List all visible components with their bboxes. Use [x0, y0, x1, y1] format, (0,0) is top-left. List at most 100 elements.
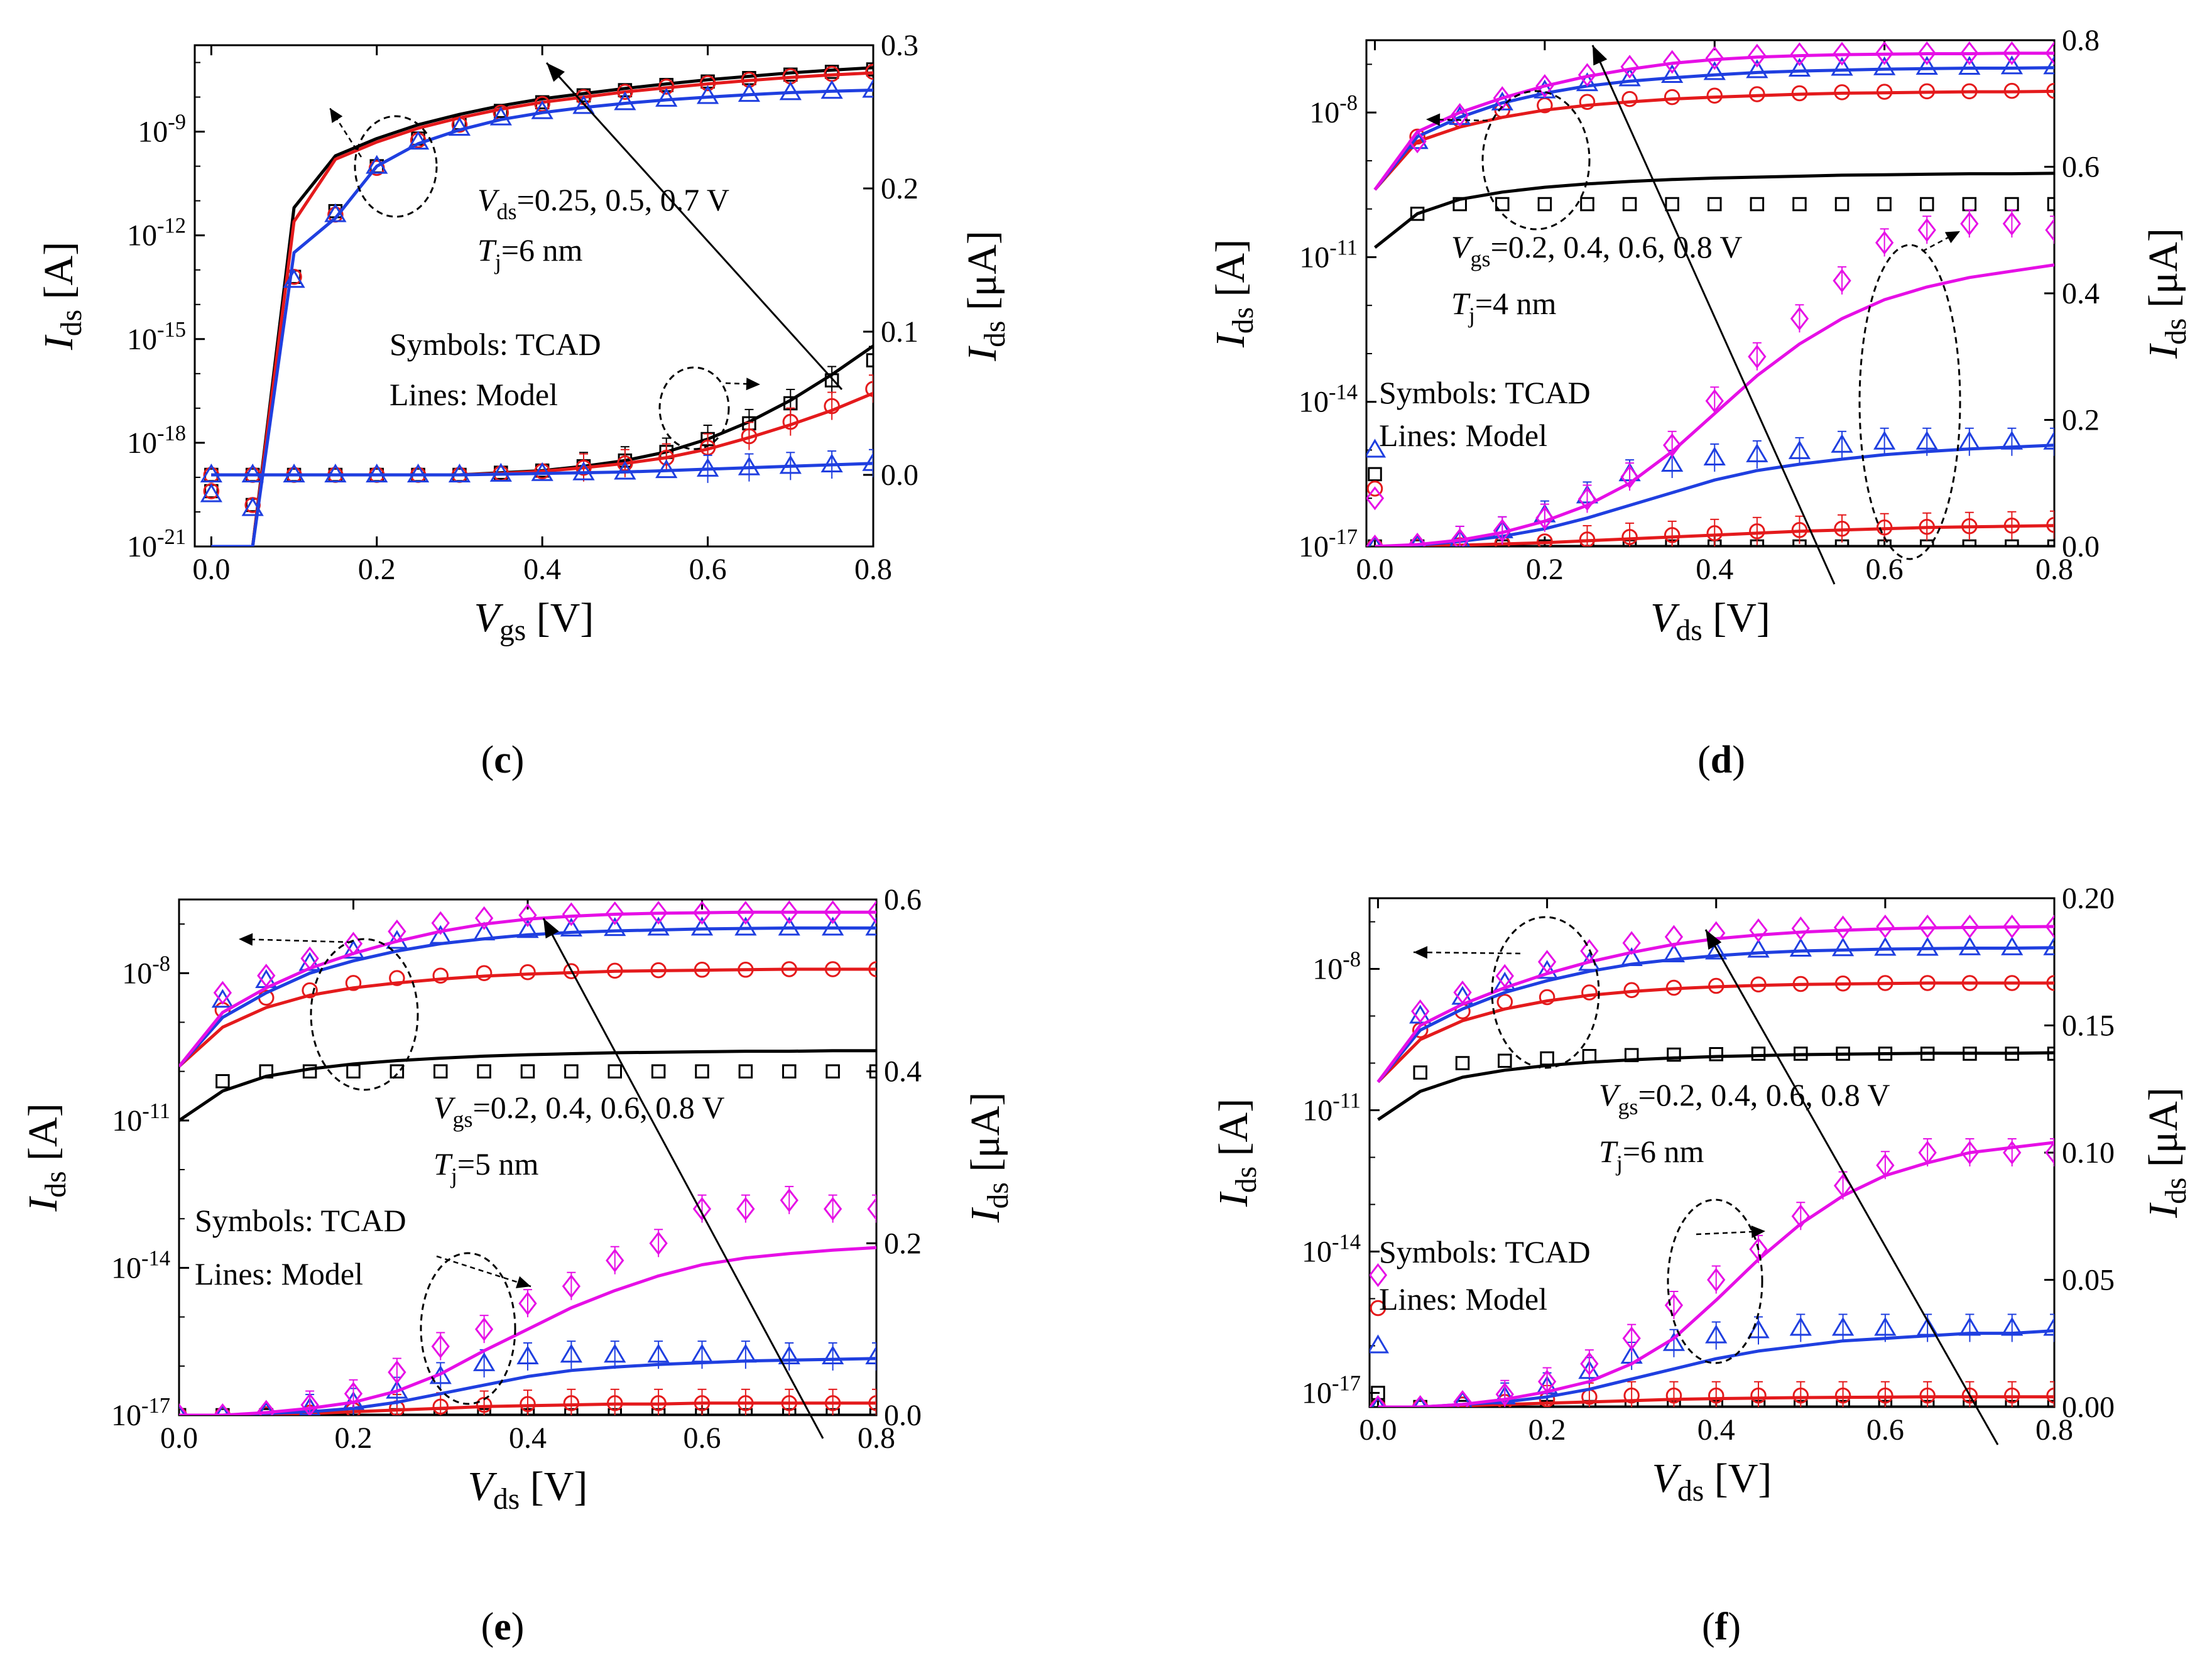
tcad-marker-linear: [1877, 1388, 1893, 1404]
tcad-marker-linear: [1874, 1317, 1897, 1336]
trend-arrow-line: [1591, 45, 1836, 585]
tcad-marker-linear: [572, 461, 595, 481]
tcad-marker-log: [1963, 1046, 1977, 1061]
tcad-marker-log: [302, 1064, 317, 1079]
y-left-tick-label: 10-17: [1302, 1372, 1361, 1410]
tcad-marker-log: [2045, 915, 2054, 938]
tcad-marker-log: [2001, 936, 2024, 955]
tcad-marker-linear: [283, 464, 305, 482]
tcad-marker-log: [518, 903, 537, 927]
tcad-marker-linear: [431, 1334, 450, 1359]
tcad-marker-linear: [1749, 523, 1765, 540]
y-left-tick-label: 10-21: [127, 525, 186, 563]
tcad-marker-linear: [824, 398, 840, 415]
tcad-marker-log: [1413, 1065, 1427, 1080]
x-tick-label: 0.2: [1528, 1413, 1566, 1447]
axis-indicator-arrow-head: [1944, 231, 1960, 244]
tcad-marker-linear: [1452, 1390, 1473, 1407]
tcad-marker-log: [1498, 1053, 1512, 1068]
tcad-marker-log: [1961, 83, 1978, 100]
x-tick-label: 0.8: [2035, 1413, 2073, 1447]
tcad-marker-log: [1408, 129, 1427, 154]
tcad-marker-linear: [741, 428, 758, 445]
tcad-marker-linear: [820, 454, 843, 473]
tcad-marker-log: [614, 91, 636, 111]
y-left-tick-label: 10-8: [122, 952, 170, 990]
tcad-marker-log: [1661, 64, 1684, 84]
tcad-marker-linear: [2043, 430, 2054, 450]
x-tick-label: 0.2: [335, 1421, 373, 1455]
tcad-marker-log: [696, 85, 719, 104]
tcad-marker-log: [1537, 950, 1557, 974]
tcad-marker-log: [1579, 94, 1596, 111]
x-tick-label: 0.2: [1526, 553, 1564, 586]
tcad-marker-linear: [824, 1395, 841, 1411]
tcad-marker-log: [520, 1064, 535, 1079]
model-line-linear-vgs-0-8-v: [179, 1246, 876, 1415]
tcad-marker-log: [1705, 46, 1724, 70]
tcad-marker-linear: [1875, 231, 1894, 255]
tcad-marker-log: [1958, 56, 1981, 75]
x-tick-label: 0.6: [1866, 553, 1904, 586]
y-left-tick-label: 10-11: [1302, 1089, 1361, 1127]
tcad-marker-linear: [516, 1345, 539, 1364]
tcad-marker-log: [1789, 938, 1812, 957]
tcad-marker-log: [1750, 976, 1767, 992]
y-left-axis-label: Ids [A]: [20, 1103, 72, 1212]
y-right-tick-label: 0.0: [884, 1399, 922, 1432]
tcad-marker-log: [241, 497, 264, 516]
tcad-marker-linear: [2005, 539, 2019, 546]
panel-label: (e): [481, 1606, 525, 1648]
trend-arrow-line: [545, 62, 843, 391]
tcad-marker-linear: [2046, 516, 2054, 533]
y-left-tick-label: 10-14: [111, 1246, 170, 1285]
tcad-marker-log: [564, 1064, 579, 1079]
tcad-marker-log: [1366, 486, 1385, 511]
tcad-marker-log: [2000, 55, 2024, 75]
tcad-marker-log: [572, 95, 595, 114]
tcad-marker-log: [1920, 1046, 1935, 1061]
tcad-marker-linear: [2046, 1388, 2054, 1404]
tcad-marker-linear: [476, 1396, 493, 1413]
tcad-marker-log: [2047, 197, 2054, 212]
tcad-marker-linear: [1703, 446, 1726, 465]
tcad-marker-log: [1790, 42, 1809, 67]
tcad-marker-linear: [1705, 389, 1724, 413]
tcad-marker-linear: [1495, 1382, 1514, 1406]
tcad-marker-log: [738, 962, 754, 978]
tcad-marker-log: [1749, 86, 1765, 102]
model-line-log-vgs-0-8-v: [1373, 52, 2054, 191]
panel-label: (c): [481, 739, 525, 781]
x-tick-label: 0.6: [684, 1421, 721, 1455]
tcad-marker-log: [782, 1064, 797, 1079]
tcad-marker-log: [302, 982, 318, 999]
tcad-marker-linear: [738, 456, 761, 475]
tcad-marker-log: [257, 964, 276, 988]
x-tick-label: 0.2: [358, 553, 396, 586]
tcad-marker-log: [1580, 939, 1599, 963]
tcad-marker-log: [1496, 994, 1513, 1010]
tcad-marker-log: [1664, 89, 1681, 106]
tcad-marker-log: [1624, 1048, 1639, 1062]
tcad-marker-log: [1874, 937, 1897, 956]
tcad-marker-log: [1833, 915, 1853, 940]
tcad-marker-log: [778, 916, 800, 936]
tcad-marker-log: [824, 961, 841, 977]
panel-d: 0.0 0.2 0.4 0.6 0.8 10-17 10-14 10-11 10-8 0.0 0.2…: [1207, 24, 2193, 781]
y-right-axis-label: Ids [μA]: [962, 1092, 1015, 1224]
tcad-marker-log: [1833, 41, 1851, 66]
tcad-marker-linear: [781, 1395, 797, 1411]
tcad-marker-log: [607, 962, 623, 979]
tcad-marker-log: [1667, 1047, 1681, 1062]
y-left-tick-label: 10-9: [138, 111, 186, 149]
tcad-marker-linear: [865, 1345, 876, 1364]
bias-annotation: Vgs=0.2, 0.4, 0.6, 0.8 V: [1451, 229, 1742, 271]
x-tick-label: 0.6: [689, 553, 727, 586]
tcad-marker-log: [738, 83, 761, 102]
tcad-marker-log: [1366, 481, 1383, 497]
tcad-marker-linear: [1621, 529, 1638, 545]
x-tick-label: 0.8: [2035, 553, 2073, 586]
y-right-tick-label: 0.15: [2062, 1009, 2115, 1043]
tcad-marker-log: [1495, 964, 1514, 988]
